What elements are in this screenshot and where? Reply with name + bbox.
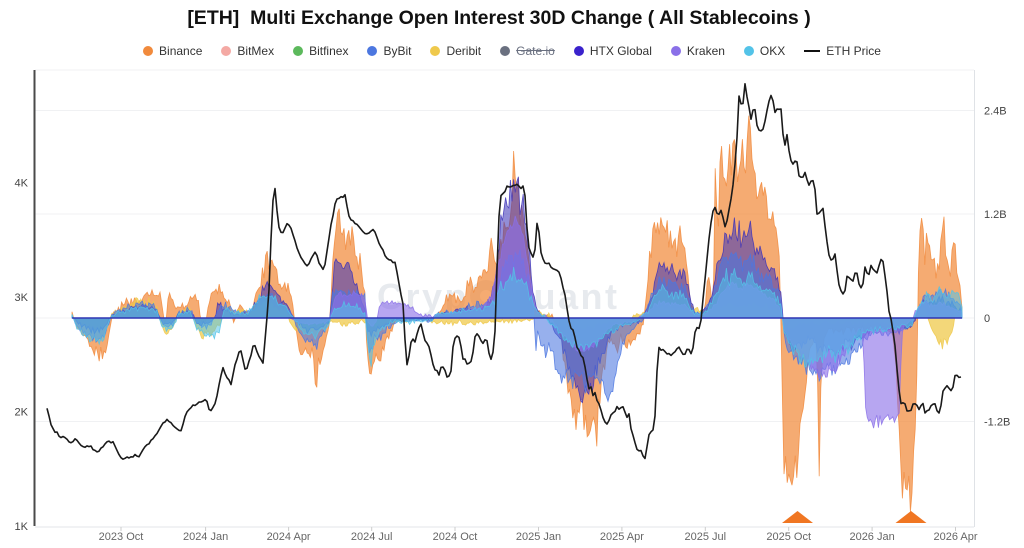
svg-text:2024 Oct: 2024 Oct	[433, 531, 478, 543]
svg-text:2025 Apr: 2025 Apr	[600, 531, 644, 543]
svg-text:4K: 4K	[15, 178, 29, 190]
svg-text:2025 Jan: 2025 Jan	[516, 531, 561, 543]
svg-text:2026 Jan: 2026 Jan	[849, 531, 894, 543]
svg-text:-1.2B: -1.2B	[984, 417, 1010, 429]
svg-text:2.4B: 2.4B	[984, 106, 1007, 118]
svg-text:2024 Jan: 2024 Jan	[183, 531, 228, 543]
svg-text:1.2B: 1.2B	[984, 209, 1007, 221]
svg-text:2023 Oct: 2023 Oct	[99, 531, 144, 543]
svg-text:0: 0	[984, 313, 990, 325]
svg-text:1K: 1K	[15, 521, 29, 533]
svg-text:2024 Apr: 2024 Apr	[267, 531, 311, 543]
svg-text:2026 Apr: 2026 Apr	[933, 531, 977, 543]
svg-text:2025 Jul: 2025 Jul	[685, 531, 727, 543]
svg-text:2024 Jul: 2024 Jul	[351, 531, 393, 543]
svg-text:2K: 2K	[15, 407, 29, 419]
svg-text:3K: 3K	[15, 292, 29, 304]
svg-text:2025 Oct: 2025 Oct	[766, 531, 811, 543]
